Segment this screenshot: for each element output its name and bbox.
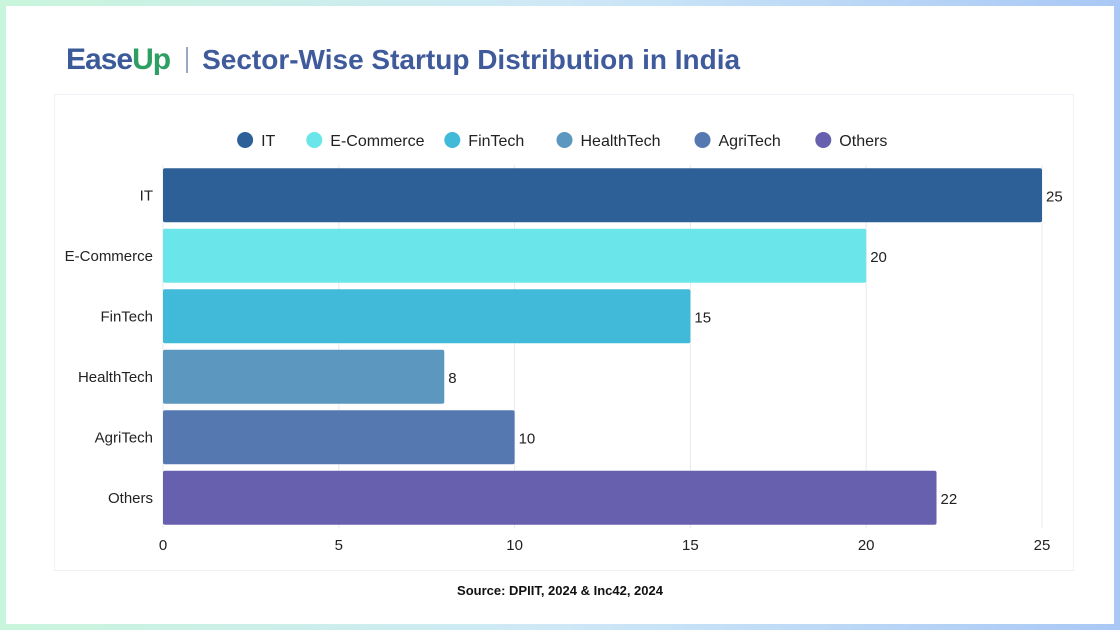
source-note: Source: DPIIT, 2024 & Inc42, 2024: [457, 583, 663, 598]
logo-text-ease: Ease: [66, 43, 133, 76]
bar-healthtech: [163, 349, 445, 404]
legend-item: E-Commerce: [306, 132, 425, 150]
data-label: 20: [870, 249, 887, 266]
x-tick-label: 15: [682, 537, 699, 554]
card: Ease Up Sector-Wise Startup Distribution …: [6, 6, 1114, 624]
legend-item: Others: [815, 132, 887, 150]
legend-item: IT: [237, 132, 276, 150]
chart-container: IT E-Commerce FinTech HealthTech AgriTech Oth…: [54, 94, 1074, 571]
legend-item: FinTech: [444, 132, 524, 150]
legend: IT E-Commerce FinTech HealthTech AgriTech Oth…: [237, 132, 887, 150]
legend-item: AgriTech: [694, 132, 781, 150]
logo-text-up: Up: [132, 43, 171, 76]
header-divider: [186, 47, 189, 73]
legend-marker: [556, 132, 573, 148]
y-axis-labels: IT E-Commerce FinTech HealthTech AgriTech Oth…: [65, 187, 153, 507]
data-label: 15: [694, 309, 711, 326]
x-tick-label: 20: [858, 537, 875, 554]
data-label: 22: [941, 491, 958, 508]
grid-lines: [162, 165, 1043, 528]
legend-marker: [306, 132, 323, 148]
legend-marker: [815, 132, 832, 148]
data-labels: 25 20 15 8 10 22: [448, 188, 1062, 508]
legend-marker: [444, 132, 461, 148]
legend-item: HealthTech: [556, 132, 661, 150]
y-tick-label: IT: [140, 187, 153, 204]
header: Ease Up Sector-Wise Startup Distribution …: [66, 38, 740, 82]
page-title: Sector-Wise Startup Distribution in Indi…: [202, 44, 741, 75]
x-tick-label: 25: [1034, 537, 1051, 554]
y-tick-label: E-Commerce: [65, 248, 153, 265]
legend-label: Others: [839, 133, 887, 150]
data-label: 25: [1046, 188, 1063, 205]
bar-e-commerce: [163, 228, 867, 283]
bar-others: [163, 470, 937, 525]
legend-label: IT: [261, 133, 275, 150]
x-tick-label: 0: [159, 537, 167, 554]
bar-it: [163, 168, 1042, 223]
legend-label: E-Commerce: [330, 133, 424, 150]
legend-marker: [237, 132, 254, 148]
easeup-logo: Ease Up: [66, 43, 171, 77]
data-label: 10: [519, 430, 536, 447]
y-tick-label: Others: [108, 490, 153, 507]
legend-label: FinTech: [468, 133, 524, 150]
legend-marker: [694, 132, 711, 148]
legend-label: AgriTech: [719, 133, 781, 150]
data-label: 8: [448, 370, 456, 387]
bar-agritech: [163, 410, 515, 465]
y-tick-label: HealthTech: [78, 369, 153, 386]
x-tick-label: 5: [335, 537, 343, 554]
x-tick-label: 10: [506, 537, 523, 554]
bar-fintech: [163, 289, 691, 344]
y-tick-label: AgriTech: [95, 429, 153, 446]
y-tick-label: FinTech: [100, 308, 153, 325]
bars: [163, 168, 1042, 525]
bar-chart: IT E-Commerce FinTech HealthTech AgriTech Oth…: [65, 132, 1063, 554]
x-axis-labels: 0 5 10 15 20 25: [159, 537, 1051, 554]
legend-label: HealthTech: [581, 133, 661, 150]
